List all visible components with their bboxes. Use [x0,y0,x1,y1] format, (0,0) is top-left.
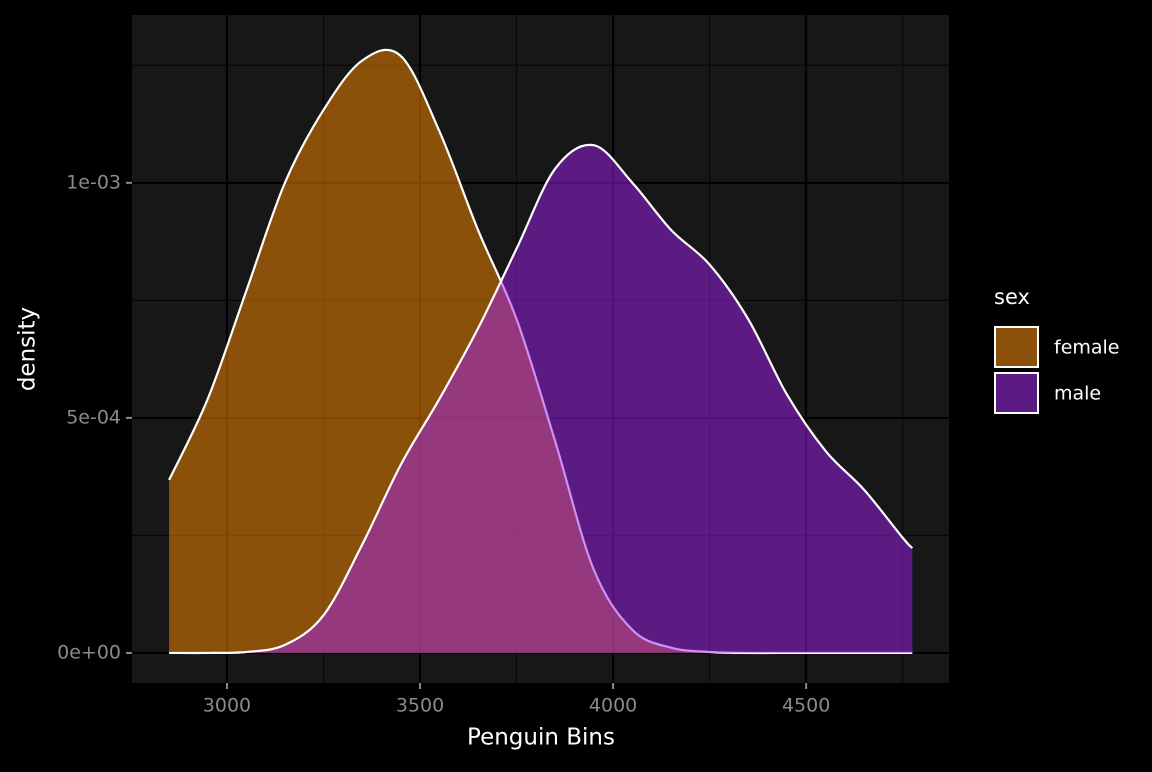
axes: 3000 3500 4000 4500 0e+00 5e-04 1e-03 [57,171,830,716]
density-line [169,143,914,655]
legend-key [994,326,1039,368]
legend-key [994,372,1039,414]
y-tick-label: 1e-03 [66,171,121,193]
x-tick-label: 3500 [396,695,444,717]
legend-title: sex [994,285,1030,309]
legend-label: female [1054,337,1120,359]
x-axis-title: Penguin Bins [467,725,615,751]
marks [168,48,914,655]
x-tick-label: 3000 [203,695,251,717]
density-area [169,49,913,653]
legend: female male [994,326,1120,414]
legend-label: male [1054,383,1101,405]
y-axis-title: density [15,307,41,391]
y-tick-label: 5e-04 [66,406,121,428]
density-area [169,144,913,653]
x-tick-label: 4000 [589,695,637,717]
y-tick-label: 0e+00 [57,641,121,663]
x-tick-label: 4500 [782,695,830,717]
